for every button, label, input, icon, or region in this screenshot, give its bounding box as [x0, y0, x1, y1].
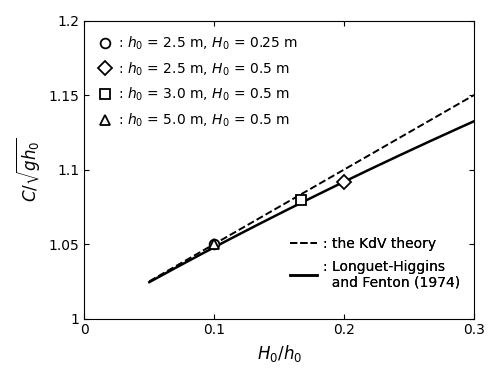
- Legend: : the KdV theory, : Longuet-Higgins
  and Fenton (1974): : the KdV theory, : Longuet-Higgins and …: [283, 230, 467, 297]
- X-axis label: $H_0/h_0$: $H_0/h_0$: [256, 343, 302, 364]
- Y-axis label: $C/\sqrt{gh_0}$: $C/\sqrt{gh_0}$: [15, 137, 43, 202]
